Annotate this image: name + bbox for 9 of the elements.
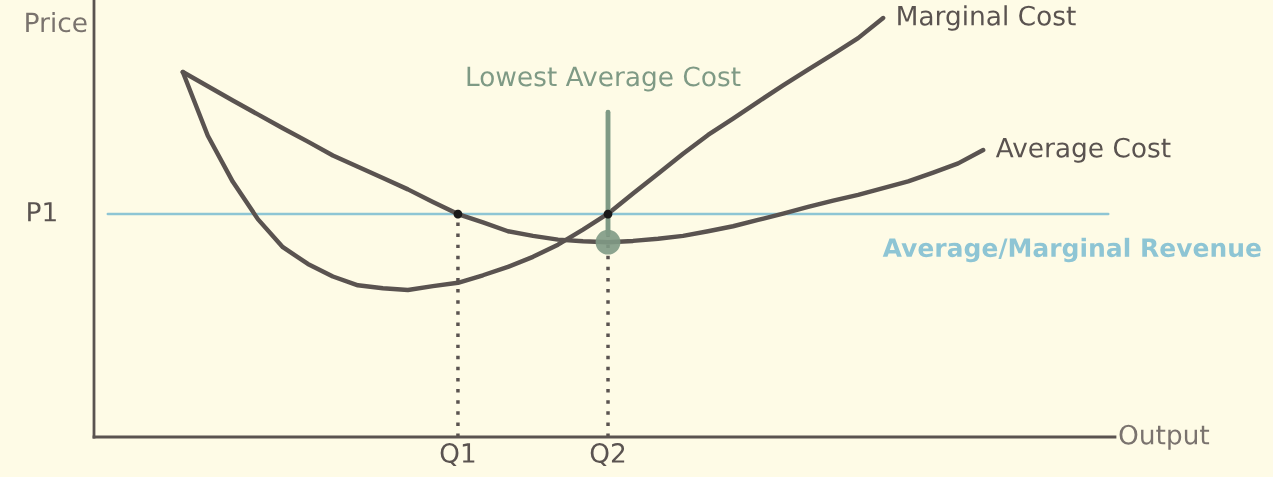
text: P1 — [28, 202, 56, 222]
x-tick-label: Q2 — [590, 443, 625, 467]
series-label: Average/Marginal Revenue — [882, 237, 1261, 263]
series-label: Average Cost — [995, 137, 1171, 163]
y-axis-title: Price — [26, 11, 87, 33]
x-axis-title: Output — [1119, 424, 1210, 450]
x-tick-label: Q1 — [440, 443, 475, 467]
series-label: Marginal Cost — [898, 5, 1076, 31]
annotation: Lowest Average Cost — [467, 66, 741, 92]
